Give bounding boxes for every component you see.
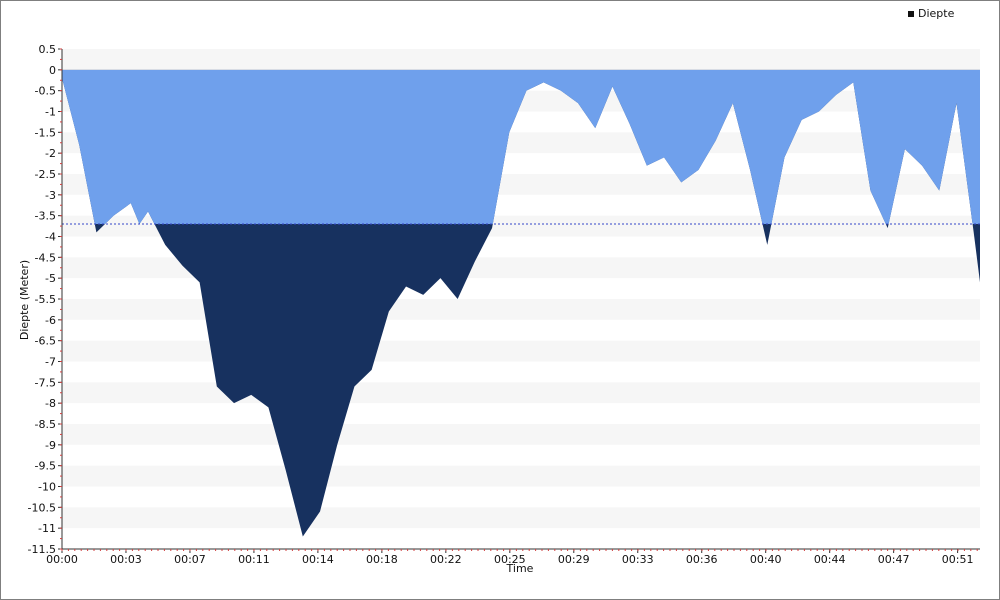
- x-tick-label: 00:25: [494, 553, 526, 566]
- plot-band: [62, 465, 980, 487]
- legend-swatch: [908, 10, 914, 17]
- y-tick-label: -8: [45, 397, 56, 410]
- y-tick-label: 0: [49, 64, 56, 77]
- x-tick-label: 00:47: [878, 553, 910, 566]
- y-tick-label: -1: [45, 106, 56, 119]
- y-tick-label: -11.5: [28, 543, 56, 556]
- axes: 0.5 0 -0.5 -1 -1.5 -2 -2.5 -3 -3.5 -4 -4.5 -5 -5.5 -6…: [28, 43, 980, 566]
- plot-band: [62, 424, 980, 445]
- y-tick-label: -0.5: [35, 85, 56, 98]
- depth-area: [62, 69, 980, 537]
- y-tick-label: -11: [38, 522, 56, 535]
- plot-band: [62, 299, 980, 320]
- x-tick-label: 00:51: [942, 553, 974, 566]
- y-tick-label: -10: [38, 481, 56, 494]
- depth-area-shallow: [62, 69, 980, 225]
- plot-band: [62, 49, 980, 70]
- x-tick-label: 00:14: [302, 553, 334, 566]
- x-tick-label: 00:40: [750, 553, 782, 566]
- y-axis-title: Diepte (Meter): [18, 260, 31, 340]
- x-tick-label: 00:22: [430, 553, 462, 566]
- x-tick-label: 00:07: [174, 553, 206, 566]
- x-tick-label: 00:03: [110, 553, 142, 566]
- y-tick-label: -7.5: [35, 376, 56, 389]
- y-tick-label: -3: [45, 189, 56, 202]
- y-tick-label: -4: [45, 231, 56, 244]
- y-tick-label: -4.5: [35, 251, 56, 264]
- y-tick-label: -7: [45, 356, 56, 369]
- x-tick-label: 00:00: [46, 553, 78, 566]
- y-tick-label: 0.5: [39, 43, 57, 56]
- plot-band: [62, 382, 980, 404]
- y-tick-label: -2.5: [35, 168, 56, 181]
- y-tick-label: -3.5: [35, 210, 56, 223]
- legend-label: Diepte: [918, 7, 955, 20]
- x-tick-label: 00:29: [558, 553, 590, 566]
- y-tick-label: -9.5: [35, 460, 56, 473]
- x-tick-label: 00:33: [622, 553, 654, 566]
- y-tick-label: -5: [45, 272, 56, 285]
- plot-band: [62, 340, 980, 362]
- y-tick-label: -8.5: [35, 418, 56, 431]
- y-tick-label: -9: [45, 439, 56, 452]
- x-axis-title: Time: [506, 562, 534, 575]
- x-tick-label: 00:11: [238, 553, 270, 566]
- legend: Diepte: [908, 7, 954, 20]
- y-tick-label: -10.5: [28, 501, 56, 514]
- y-tick-label: -1.5: [35, 126, 56, 139]
- y-tick-label: -2: [45, 147, 56, 160]
- x-tick-label: 00:36: [686, 553, 718, 566]
- x-tick-label: 00:18: [366, 553, 398, 566]
- x-tick-label: 00:44: [814, 553, 846, 566]
- y-tick-label: -6.5: [35, 335, 56, 348]
- y-tick-label: -5.5: [35, 293, 56, 306]
- plot-band: [62, 507, 980, 529]
- y-tick-label: -6: [45, 314, 56, 327]
